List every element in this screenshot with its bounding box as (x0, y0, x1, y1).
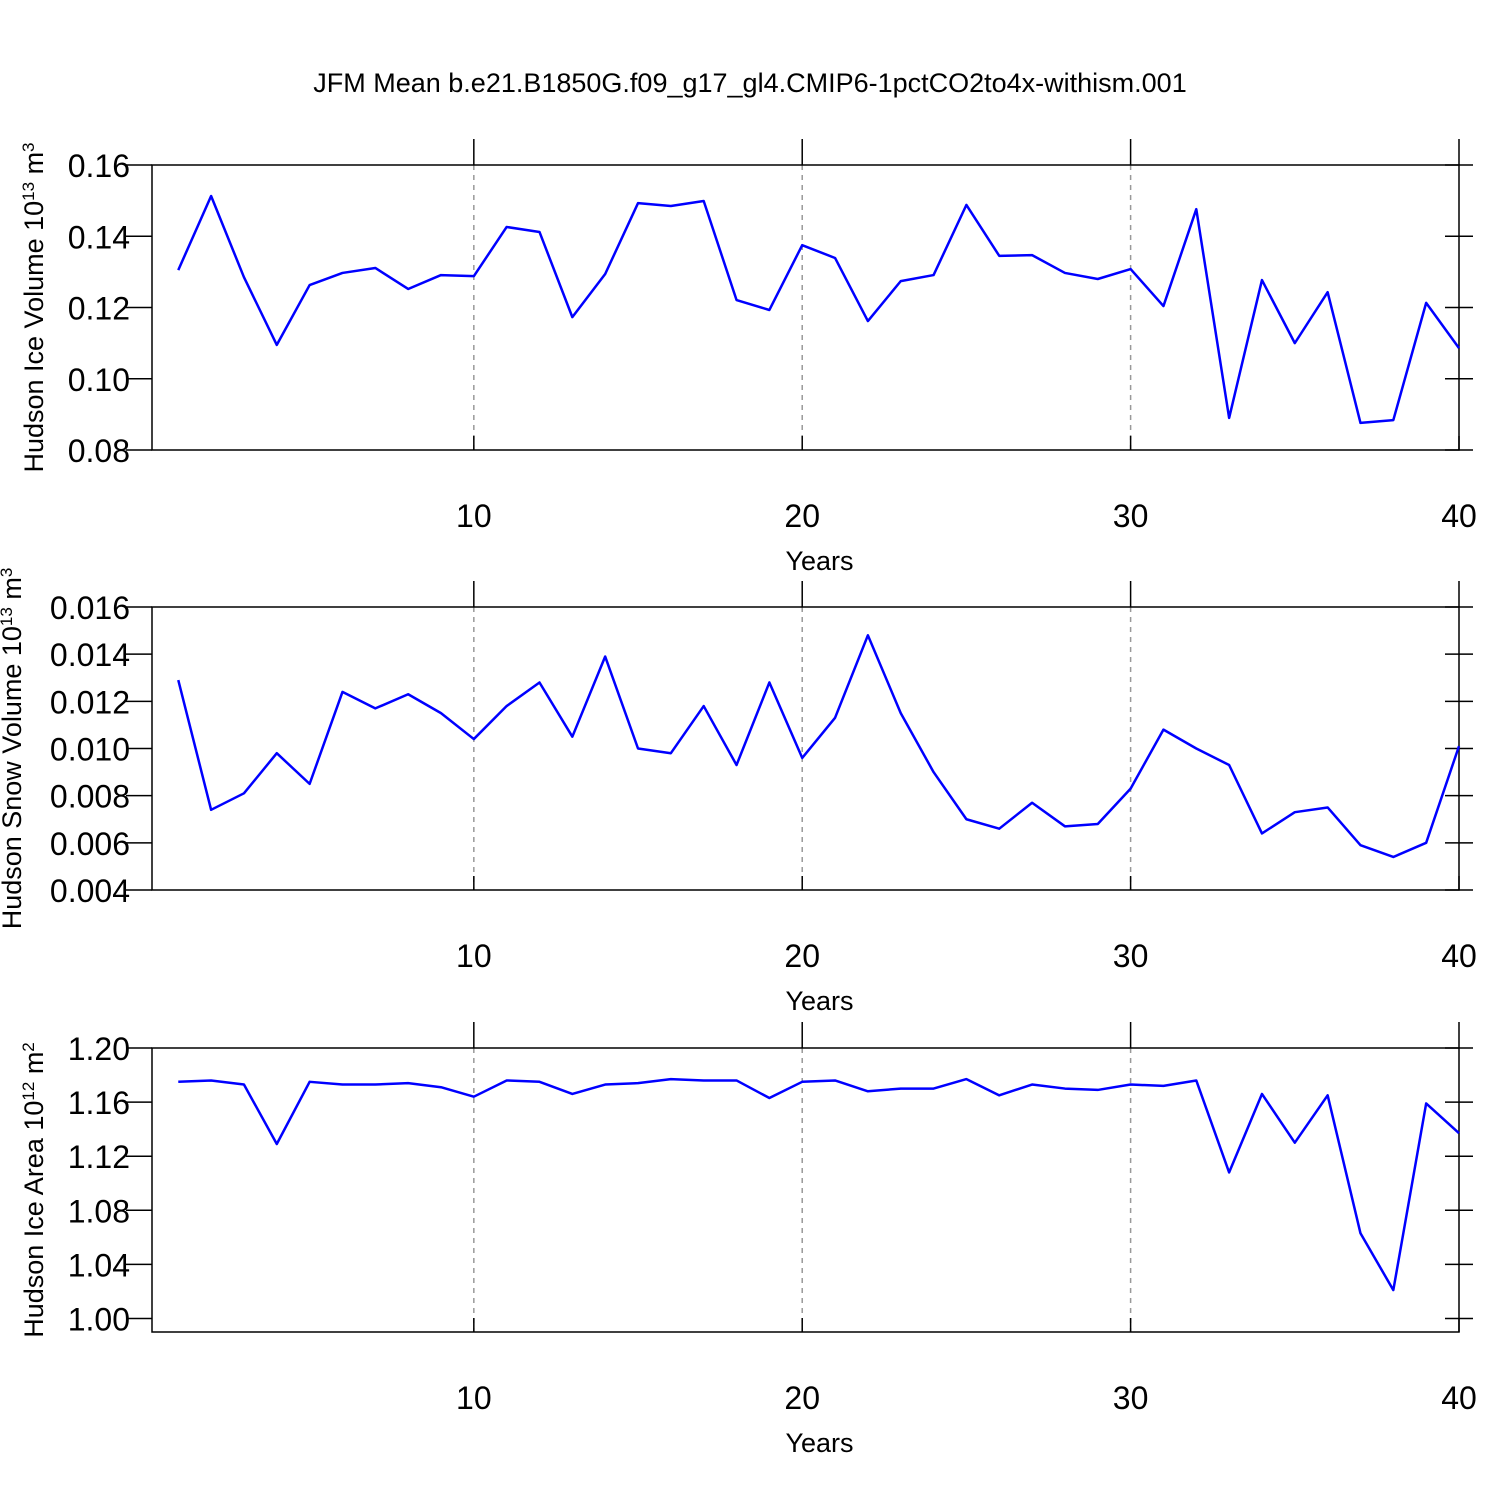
x-tick-label: 40 (1441, 938, 1477, 974)
x-tick-label: 10 (456, 1380, 492, 1416)
y-tick-label: 1.04 (68, 1247, 130, 1283)
x-tick-label: 30 (1113, 498, 1149, 534)
plot-frame (151, 606, 1460, 891)
y-axis-label-part: 12 (19, 1082, 38, 1101)
x-tick-label: 20 (784, 938, 820, 974)
series-line (177, 634, 1461, 859)
x-axis-label: Years (785, 546, 853, 576)
y-axis-label-part: Hudson Ice Volume 10 (19, 201, 49, 473)
y-axis-label-part: Hudson Ice Area 10 (19, 1101, 49, 1338)
y-tick-label: 1.00 (68, 1301, 130, 1337)
x-tick-label: 30 (1113, 938, 1149, 974)
y-tick-label: 0.14 (68, 219, 130, 255)
series-line (178, 1077, 1460, 1292)
y-tick-label: 0.12 (68, 291, 130, 327)
x-axis-label: Years (785, 1428, 853, 1458)
y-tick-label: 0.08 (68, 433, 130, 469)
y-tick-label: 0.16 (68, 148, 130, 184)
y-axis-label: Hudson Ice Volume 1013 m3 (19, 142, 50, 472)
y-axis-label-part: 3 (0, 568, 16, 577)
y-tick-label: 0.004 (50, 873, 130, 909)
y-axis-label-part: 13 (0, 607, 16, 626)
y-axis-label-part: Hudson Snow Volume 10 (0, 626, 27, 929)
y-tick-label: 0.012 (50, 684, 130, 720)
y-axis-label-part: 3 (19, 142, 38, 151)
x-tick-label: 40 (1441, 1380, 1477, 1416)
y-tick-label: 1.08 (68, 1193, 130, 1229)
y-axis-label: Hudson Snow Volume 1013 m3 (0, 568, 27, 930)
y-axis-label-part: m (0, 577, 27, 607)
y-tick-label: 1.20 (68, 1031, 130, 1067)
y-tick-label: 0.006 (50, 826, 130, 862)
x-tick-label: 20 (784, 1380, 820, 1416)
y-tick-label: 0.010 (50, 732, 130, 768)
y-tick-label: 0.016 (50, 590, 130, 626)
y-axis-label-part: m (19, 1052, 49, 1082)
y-axis-label-part: 2 (19, 1042, 38, 1051)
y-tick-label: 0.10 (68, 362, 130, 398)
x-tick-label: 40 (1441, 498, 1477, 534)
x-tick-label: 10 (456, 498, 492, 534)
y-tick-label: 1.12 (68, 1139, 130, 1175)
x-tick-label: 20 (784, 498, 820, 534)
y-tick-label: 1.16 (68, 1085, 130, 1121)
x-tick-label: 10 (456, 938, 492, 974)
y-axis-label: Hudson Ice Area 1012 m2 (19, 1042, 50, 1338)
y-axis-label-part: 13 (19, 182, 38, 201)
figure-title: JFM Mean b.e21.B1850G.f09_g17_gl4.CMIP6-… (313, 68, 1186, 98)
y-axis-label-part: m (19, 152, 49, 182)
y-tick-label: 0.014 (50, 637, 130, 673)
x-axis-label: Years (785, 986, 853, 1016)
plot-frame (151, 1047, 1460, 1333)
y-tick-label: 0.008 (50, 779, 130, 815)
x-tick-label: 30 (1113, 1380, 1149, 1416)
series-line (177, 194, 1461, 425)
plot-frame (151, 164, 1460, 451)
